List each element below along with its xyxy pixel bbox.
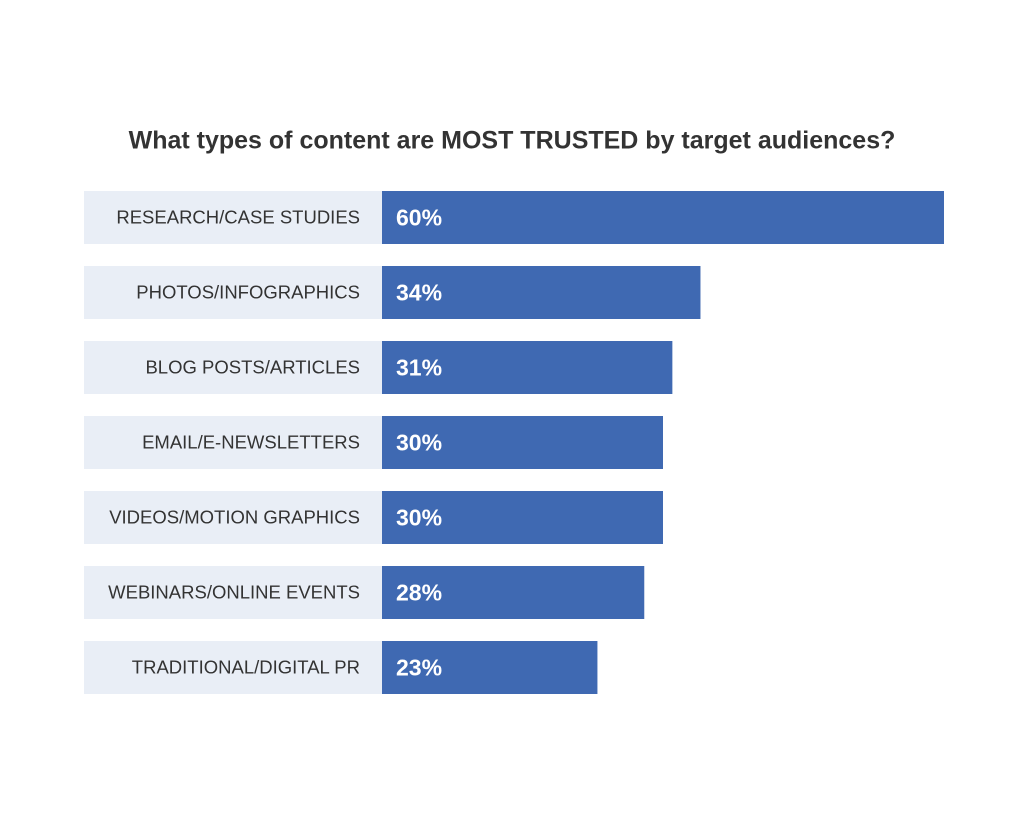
category-label: PHOTOS/INFOGRAPHICS: [136, 281, 360, 302]
bar: [382, 566, 645, 619]
value-label: 34%: [396, 280, 442, 306]
label-background: [84, 566, 382, 619]
bar: [382, 191, 944, 244]
value-label: 23%: [396, 655, 442, 681]
category-label: VIDEOS/MOTION GRAPHICS: [109, 506, 360, 527]
value-label: 30%: [396, 505, 442, 531]
bar: [382, 341, 673, 394]
category-label: BLOG POSTS/ARTICLES: [145, 356, 360, 377]
bar: [382, 641, 598, 694]
label-background: [84, 641, 382, 694]
label-background: [84, 416, 382, 469]
value-label: 60%: [396, 205, 442, 231]
bar: [382, 491, 663, 544]
value-label: 28%: [396, 580, 442, 606]
bar: [382, 416, 663, 469]
label-background: [84, 341, 382, 394]
value-label: 31%: [396, 355, 442, 381]
bar: [382, 266, 701, 319]
category-label: EMAIL/E-NEWSLETTERS: [142, 431, 360, 452]
label-background: [84, 191, 382, 244]
value-label: 30%: [396, 430, 442, 456]
category-label: RESEARCH/CASE STUDIES: [116, 206, 360, 227]
category-label: WEBINARS/ONLINE EVENTS: [108, 581, 360, 602]
label-background: [84, 266, 382, 319]
chart-title: What types of content are MOST TRUSTED b…: [129, 127, 896, 155]
label-background: [84, 491, 382, 544]
category-label: TRADITIONAL/DIGITAL PR: [132, 656, 360, 677]
